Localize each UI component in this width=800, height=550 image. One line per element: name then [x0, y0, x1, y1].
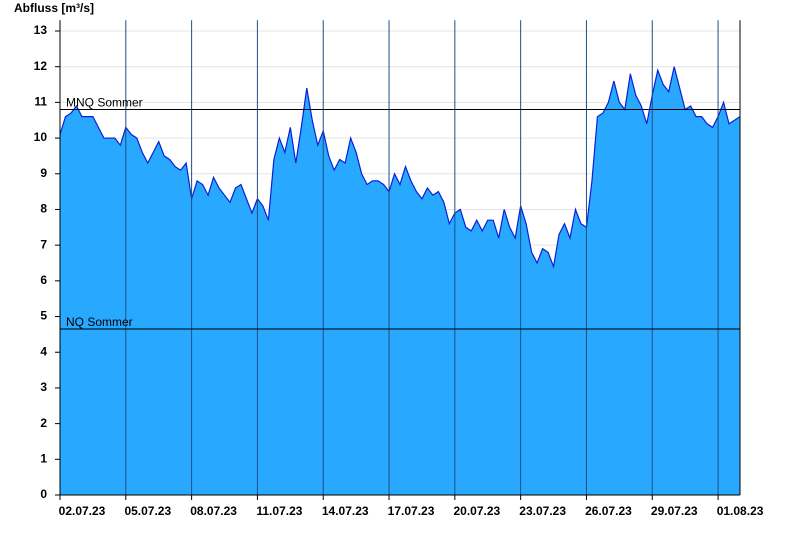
y-tick-label: 7: [40, 237, 47, 251]
x-tick-label: 11.07.23: [256, 504, 302, 518]
x-tick-label: 14.07.23: [322, 504, 369, 518]
x-tick-label: 29.07.23: [651, 504, 698, 518]
x-tick-label: 26.07.23: [585, 504, 632, 518]
x-tick-label: 01.08.23: [717, 504, 764, 518]
area: [60, 66, 740, 495]
y-tick-label: 13: [34, 23, 48, 37]
x-tick-label: 20.07.23: [453, 504, 500, 518]
reference-label: NQ Sommer: [66, 315, 133, 329]
y-tick-label: 10: [34, 130, 48, 144]
y-tick-label: 11: [34, 95, 47, 109]
y-tick-label: 12: [34, 59, 48, 73]
line: [59, 66, 741, 269]
y-tick-label: 6: [40, 273, 47, 287]
x-tick-label: 05.07.23: [124, 504, 171, 518]
y-tick-label: 2: [40, 416, 47, 430]
y-tick-label: 5: [40, 309, 47, 323]
y-tick-label: 3: [40, 380, 47, 394]
x-tick-label: 08.07.23: [190, 504, 237, 518]
x-tick-label: 17.07.23: [388, 504, 435, 518]
chart-title: Abfluss [m³/s]: [14, 1, 94, 15]
y-tick-label: 9: [40, 166, 47, 180]
x-tick-label: 02.07.23: [59, 504, 106, 518]
y-tick-label: 4: [40, 344, 47, 358]
y-tick-label: 0: [40, 487, 47, 501]
y-tick-label: 8: [40, 202, 47, 216]
x-tick-label: 23.07.23: [519, 504, 566, 518]
y-tick-label: 1: [40, 451, 47, 465]
reference-label: MNQ Sommer: [66, 96, 143, 110]
